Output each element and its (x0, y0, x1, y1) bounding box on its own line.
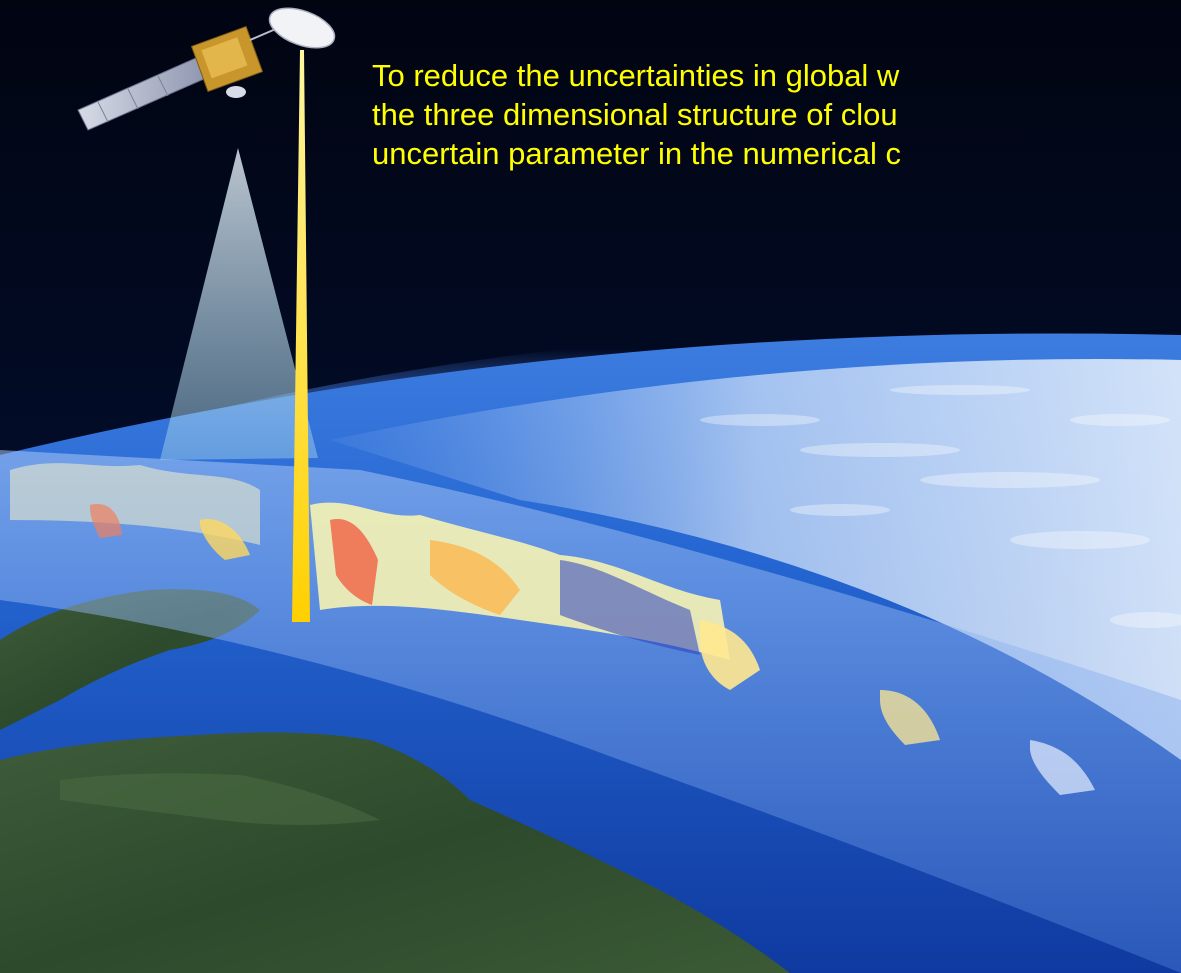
caption-line-1: To reduce the uncertainties in global w (372, 58, 900, 93)
land-ridge (60, 773, 380, 825)
caption-text: To reduce the uncertainties in global w … (372, 56, 1181, 173)
radar-beam (292, 50, 310, 622)
caption-line-2: the three dimensional structure of clou (372, 97, 898, 132)
cloud-profile-echoes (10, 463, 1095, 795)
caption-line-3: uncertain parameter in the numerical c (372, 136, 901, 171)
lidar-cone (160, 148, 318, 460)
cloud-texture (700, 385, 1181, 628)
satellite-icon (77, 7, 336, 131)
cloud-field (330, 359, 1181, 760)
